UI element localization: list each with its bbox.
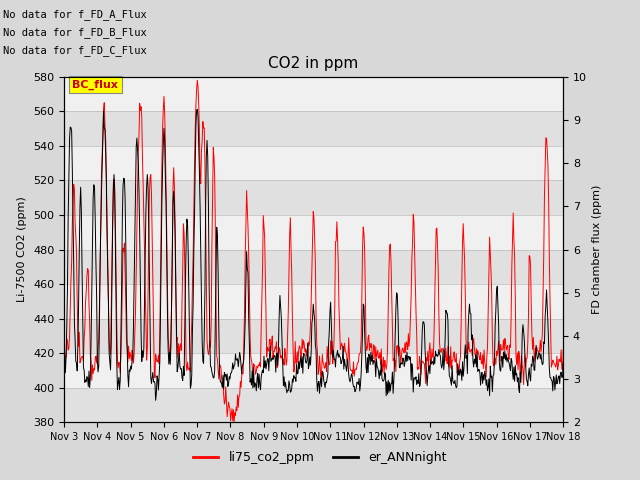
Legend: li75_co2_ppm, er_ANNnight: li75_co2_ppm, er_ANNnight <box>188 446 452 469</box>
Bar <box>64 77 563 111</box>
Y-axis label: FD chamber flux (ppm): FD chamber flux (ppm) <box>593 185 602 314</box>
Bar <box>64 111 563 146</box>
Bar <box>64 284 563 319</box>
Bar <box>64 250 563 284</box>
Text: No data for f_FD_B_Flux: No data for f_FD_B_Flux <box>3 27 147 38</box>
Text: No data for f_FD_C_Flux: No data for f_FD_C_Flux <box>3 45 147 56</box>
Bar <box>64 215 563 250</box>
Title: CO2 in ppm: CO2 in ppm <box>268 57 359 72</box>
Bar <box>64 180 563 215</box>
Text: BC_flux: BC_flux <box>72 80 118 90</box>
Bar <box>64 319 563 353</box>
Y-axis label: Li-7500 CO2 (ppm): Li-7500 CO2 (ppm) <box>17 197 28 302</box>
Text: No data for f_FD_A_Flux: No data for f_FD_A_Flux <box>3 9 147 20</box>
Bar <box>64 353 563 388</box>
Bar <box>64 388 563 422</box>
Bar <box>64 146 563 180</box>
